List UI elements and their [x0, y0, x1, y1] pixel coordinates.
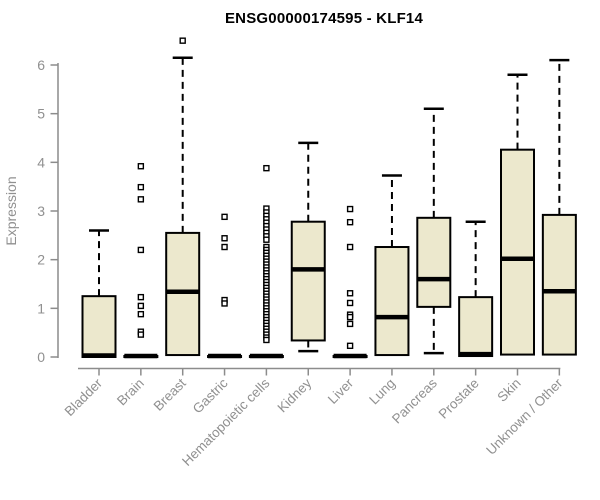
outlier-point — [346, 299, 354, 307]
y-tick-label: 4 — [37, 154, 45, 170]
outlier-point — [346, 218, 354, 226]
y-tick-label: 3 — [37, 203, 45, 219]
box-pancreas — [416, 107, 452, 355]
y-tick-label: 1 — [37, 300, 45, 316]
x-tick-label-liver: Liver — [325, 375, 357, 407]
box-brain — [123, 163, 159, 359]
y-axis: 0 1 2 3 4 5 6 Expression — [3, 57, 59, 365]
box-rect — [458, 296, 494, 358]
box-prostate — [458, 220, 494, 358]
box-hematopoietic-cells — [248, 164, 284, 359]
outlier-point — [137, 163, 145, 170]
outlier-point — [346, 290, 354, 297]
x-tick-label-breast: Breast — [151, 375, 189, 413]
box-skin — [500, 73, 535, 356]
outlier-point — [137, 183, 145, 191]
outlier-point — [137, 196, 145, 203]
x-tick-label-bladder: Bladder — [62, 375, 106, 419]
box-bladder — [81, 229, 117, 358]
outlier-point — [346, 205, 354, 213]
y-axis-title: Expression — [3, 176, 19, 245]
x-tick-label-prostate: Prostate — [436, 376, 482, 422]
outlier-point — [137, 331, 145, 338]
outlier-point — [179, 37, 186, 44]
outlier-point — [346, 342, 354, 350]
box-rect — [374, 246, 410, 357]
y-tick-label: 2 — [37, 252, 45, 268]
y-tick-label: 6 — [37, 57, 45, 73]
x-tick-label-gastric: Gastric — [190, 375, 231, 416]
outlier-point — [221, 300, 228, 307]
outlier-point — [221, 235, 228, 242]
box-rect — [416, 216, 452, 308]
outlier-point — [346, 243, 354, 251]
box-rect — [81, 295, 117, 358]
y-tick-label: 5 — [37, 106, 45, 122]
box-lung — [374, 174, 410, 357]
outlier-point — [346, 320, 354, 328]
box-liver — [332, 205, 368, 359]
outlier-point — [221, 213, 228, 221]
outlier-point — [137, 302, 145, 310]
chart-title: ENSG00000174595 - KLF14 — [224, 10, 424, 27]
x-tick-label-brain: Brain — [114, 376, 147, 409]
outlier-point — [263, 164, 270, 172]
outlier-point — [263, 336, 270, 344]
x-tick-label-kidney: Kidney — [275, 375, 315, 415]
outlier-point — [137, 293, 145, 301]
box-rect — [290, 220, 326, 342]
box-rect — [541, 213, 577, 356]
outlier-point — [221, 243, 228, 251]
outlier-point — [263, 236, 270, 243]
x-tick-label-pancreas: Pancreas — [389, 375, 440, 426]
outlier-point — [346, 313, 354, 321]
outlier-point — [137, 310, 145, 318]
x-tick-label-skin: Skin — [494, 376, 523, 405]
box-unknown-other — [541, 58, 577, 356]
x-tick-label-lung: Lung — [366, 376, 398, 408]
box-gastric — [207, 213, 243, 359]
outlier-point — [137, 246, 145, 254]
box-kidney — [290, 141, 326, 353]
box-breast — [165, 37, 201, 357]
box-rect — [500, 148, 535, 356]
y-tick-label: 0 — [37, 349, 45, 365]
x-tick-label-unknown-other: Unknown / Other — [483, 375, 566, 458]
